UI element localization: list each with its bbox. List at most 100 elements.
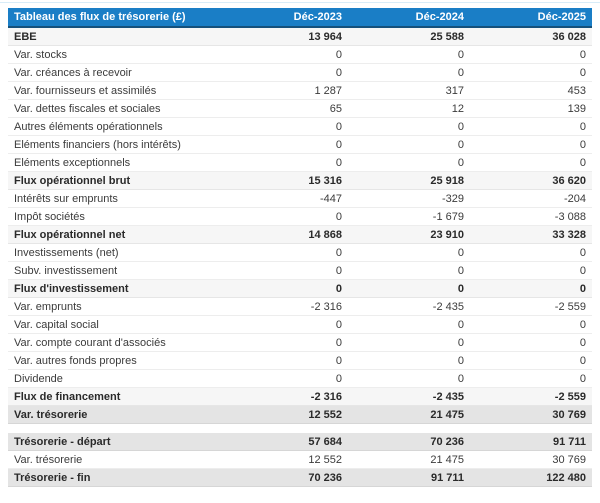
row-label: Flux de financement xyxy=(8,387,226,406)
row-value: 0 xyxy=(226,63,348,82)
row-value: 0 xyxy=(470,261,592,280)
table-row: Eléments financiers (hors intérêts) 0 0 … xyxy=(8,135,592,154)
row-label: Var. emprunts xyxy=(8,297,226,316)
top-divider xyxy=(0,2,600,3)
cashflow-table: Tableau des flux de trésorerie (£) Déc-2… xyxy=(8,8,592,487)
row-value: 0 xyxy=(470,117,592,136)
cashflow-table-container: Tableau des flux de trésorerie (£) Déc-2… xyxy=(8,8,592,487)
table-body: EBE 13 964 25 588 36 028 Var. stocks 0 0… xyxy=(8,27,592,487)
row-value: 0 xyxy=(226,135,348,154)
row-label: Dividende xyxy=(8,369,226,388)
row-value: 13 964 xyxy=(226,27,348,46)
row-value: 14 868 xyxy=(226,225,348,244)
row-label: Var. dettes fiscales et sociales xyxy=(8,99,226,118)
row-value: -2 435 xyxy=(348,387,470,406)
row-value: 12 552 xyxy=(226,450,348,469)
table-row: Autres éléments opérationnels 0 0 0 xyxy=(8,117,592,136)
table-row: Intérêts sur emprunts -447 -329 -204 xyxy=(8,189,592,208)
table-row: Var. compte courant d'associés 0 0 0 xyxy=(8,333,592,352)
row-value: 0 xyxy=(226,243,348,262)
row-value: 36 028 xyxy=(470,27,592,46)
table-row: Var. trésorerie 12 552 21 475 30 769 xyxy=(8,405,592,424)
row-label: Flux d'investissement xyxy=(8,279,226,298)
table-row: Var. dettes fiscales et sociales 65 12 1… xyxy=(8,99,592,118)
row-value: 91 711 xyxy=(348,468,470,487)
row-label: Flux opérationnel net xyxy=(8,225,226,244)
row-value: 57 684 xyxy=(226,433,348,451)
row-label: Intérêts sur emprunts xyxy=(8,189,226,208)
row-value: -447 xyxy=(226,189,348,208)
row-value: 0 xyxy=(470,315,592,334)
row-value: 0 xyxy=(226,45,348,64)
row-value: 122 480 xyxy=(470,468,592,487)
row-value: 30 769 xyxy=(470,450,592,469)
table-row: Investissements (net) 0 0 0 xyxy=(8,243,592,262)
row-value: 0 xyxy=(226,117,348,136)
row-label: Impôt sociétés xyxy=(8,207,226,226)
row-value: 0 xyxy=(348,135,470,154)
header-row: Tableau des flux de trésorerie (£) Déc-2… xyxy=(8,8,592,28)
row-value: 91 711 xyxy=(470,433,592,451)
row-value: 65 xyxy=(226,99,348,118)
row-label: Var. fournisseurs et assimilés xyxy=(8,81,226,100)
column-header-dec-2023: Déc-2023 xyxy=(226,8,348,28)
row-label: Eléments financiers (hors intérêts) xyxy=(8,135,226,154)
table-row: Var. autres fonds propres 0 0 0 xyxy=(8,351,592,370)
row-value: 21 475 xyxy=(348,405,470,424)
table-row: Var. stocks 0 0 0 xyxy=(8,45,592,64)
row-value: -3 088 xyxy=(470,207,592,226)
table-row: Eléments exceptionnels 0 0 0 xyxy=(8,153,592,172)
column-header-dec-2025: Déc-2025 xyxy=(470,8,592,28)
row-value: -2 316 xyxy=(226,297,348,316)
row-value: 1 287 xyxy=(226,81,348,100)
row-label: Autres éléments opérationnels xyxy=(8,117,226,136)
row-value: 0 xyxy=(470,279,592,298)
row-value: -204 xyxy=(470,189,592,208)
row-label: Var. trésorerie xyxy=(8,450,226,469)
table-title: Tableau des flux de trésorerie (£) xyxy=(8,8,226,28)
row-value: 0 xyxy=(470,243,592,262)
row-label: Trésorerie - fin xyxy=(8,468,226,487)
row-label: Subv. investissement xyxy=(8,261,226,280)
row-value: 70 236 xyxy=(226,468,348,487)
row-value: 0 xyxy=(226,207,348,226)
row-label: Var. autres fonds propres xyxy=(8,351,226,370)
row-value: 30 769 xyxy=(470,405,592,424)
row-value: 0 xyxy=(226,351,348,370)
table-row: Var. emprunts -2 316 -2 435 -2 559 xyxy=(8,297,592,316)
table-row: Subv. investissement 0 0 0 xyxy=(8,261,592,280)
row-value: -2 316 xyxy=(226,387,348,406)
row-value: 0 xyxy=(470,45,592,64)
row-value: 0 xyxy=(470,369,592,388)
row-value: 25 588 xyxy=(348,27,470,46)
row-value: 0 xyxy=(348,315,470,334)
table-row: EBE 13 964 25 588 36 028 xyxy=(8,27,592,46)
row-value: 0 xyxy=(348,153,470,172)
row-value: -2 559 xyxy=(470,387,592,406)
row-value: 25 918 xyxy=(348,171,470,190)
row-value: -329 xyxy=(348,189,470,208)
table-row: Var. capital social 0 0 0 xyxy=(8,315,592,334)
row-value: 33 328 xyxy=(470,225,592,244)
row-value: 317 xyxy=(348,81,470,100)
row-value: 23 910 xyxy=(348,225,470,244)
row-value: 70 236 xyxy=(348,433,470,451)
row-label: Flux opérationnel brut xyxy=(8,171,226,190)
row-label: Investissements (net) xyxy=(8,243,226,262)
table-row: Impôt sociétés 0 -1 679 -3 088 xyxy=(8,207,592,226)
row-label: Trésorerie - départ xyxy=(8,433,226,451)
table-row: Flux opérationnel net 14 868 23 910 33 3… xyxy=(8,225,592,244)
row-label: Var. stocks xyxy=(8,45,226,64)
row-value: 0 xyxy=(226,369,348,388)
row-value: 0 xyxy=(470,153,592,172)
row-value: 36 620 xyxy=(470,171,592,190)
row-label: Var. trésorerie xyxy=(8,405,226,424)
row-value: 0 xyxy=(348,333,470,352)
table-header: Tableau des flux de trésorerie (£) Déc-2… xyxy=(8,8,592,28)
table-row: Var. fournisseurs et assimilés 1 287 317… xyxy=(8,81,592,100)
row-value: 0 xyxy=(470,63,592,82)
row-label: Eléments exceptionnels xyxy=(8,153,226,172)
row-value: 12 552 xyxy=(226,405,348,424)
row-value: 0 xyxy=(348,261,470,280)
